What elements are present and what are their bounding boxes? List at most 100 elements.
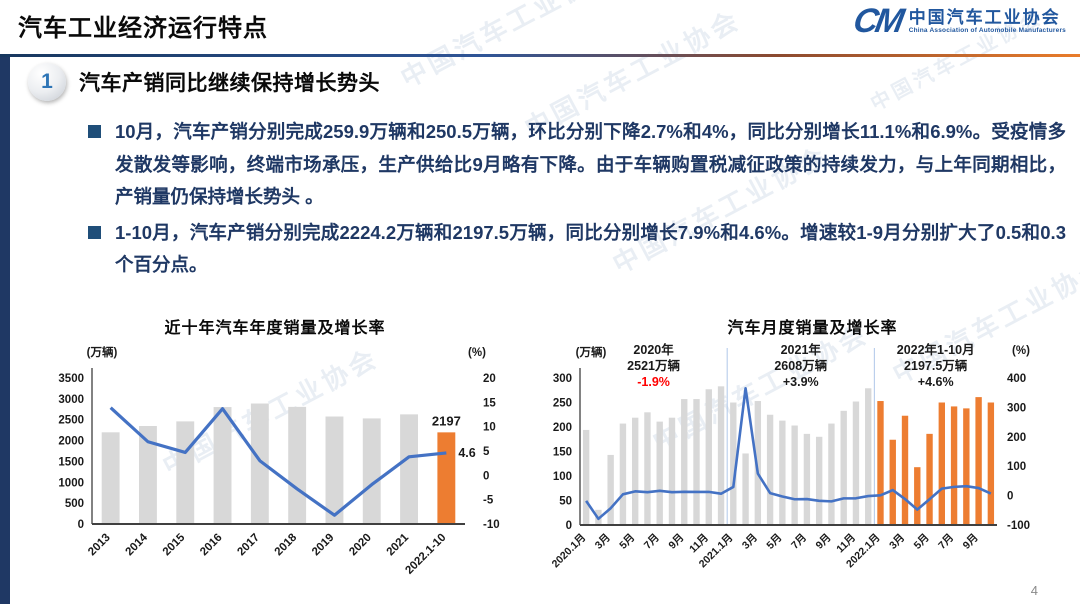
monthly-sales-chart: 0 50 100 150 200 250 300 -100 0 100 200 300 400 (万辆) (…	[545, 310, 1080, 604]
group-annotation: +4.6%	[918, 375, 954, 389]
sales-bar	[176, 421, 195, 524]
sales-bar	[963, 408, 970, 525]
logo-monogram-icon: CM	[850, 2, 905, 40]
right-axis-tick: 10	[483, 422, 496, 434]
group-annotation: +3.9%	[783, 375, 819, 389]
right-axis-tick: 5	[483, 446, 490, 458]
x-axis-label: 7月	[642, 532, 662, 552]
group-annotation: -1.9%	[637, 375, 670, 389]
x-axis-label: 5月	[617, 532, 637, 552]
sales-bar	[717, 386, 725, 525]
chart-title: 汽车月度销量及增长率	[727, 320, 898, 337]
page-title: 汽车工业经济运行特点	[18, 15, 268, 42]
monthly-sales-chart-canvas: 0 50 100 150 200 250 300 -100 0 100 200 300 400 (万辆) (…	[550, 342, 1030, 571]
growth-line	[109, 406, 447, 517]
bullet-marker-icon	[88, 125, 101, 138]
section-title: 汽车产销同比继续保持增长势头	[79, 72, 380, 95]
x-axis-label: 3月	[740, 532, 760, 552]
sales-bar	[705, 389, 712, 525]
sales-bar	[803, 433, 811, 525]
sales-bar	[987, 402, 995, 525]
left-axis-tick: 500	[65, 498, 84, 510]
bullet-text: 10月，汽车产销分别完成259.9万辆和250.5万辆，环比分别下降2.7%和4…	[115, 121, 1066, 208]
left-axis-tick: 3500	[58, 373, 84, 385]
annual-sales-chart: 0 500 1000 1500 2000 2500 3000 3500 -10 -5 0 5 10 15 2…	[40, 310, 530, 604]
group-annotation: 2022年1-10月	[897, 342, 975, 357]
x-axis-label: 7月	[789, 532, 809, 552]
left-axis-tick: 50	[559, 496, 572, 508]
sales-bar	[926, 433, 933, 525]
x-axis-label: 9月	[814, 532, 834, 552]
sales-bar	[582, 429, 590, 525]
group-annotation: 2021年	[781, 342, 822, 357]
left-axis-tick: 0	[78, 519, 84, 531]
right-axis-tick: 0	[483, 470, 489, 482]
sales-bar	[400, 414, 419, 524]
right-axis-tick: -5	[483, 495, 494, 507]
sales-bar	[681, 399, 688, 525]
right-axis-tick: 200	[1007, 432, 1026, 444]
group-annotation: 2020年	[633, 342, 674, 357]
sales-bar	[619, 423, 627, 525]
left-axis-unit: (万辆)	[576, 345, 607, 359]
left-axis-tick: 100	[553, 471, 572, 483]
sales-bar	[914, 467, 921, 525]
bullet-list: 10月，汽车产销分别完成259.9万辆和250.5万辆，环比分别下降2.7%和4…	[88, 116, 1066, 282]
x-axis-label: 3月	[593, 532, 613, 552]
right-axis-tick: 300	[1007, 402, 1026, 414]
logo-org-name-en: China Association of Automobile Manufact…	[908, 27, 1066, 35]
right-axis-tick: 100	[1007, 461, 1026, 473]
x-axis-label: 2016	[198, 532, 225, 559]
x-axis-label: 2018	[273, 531, 300, 558]
right-axis-tick: 15	[483, 397, 496, 409]
x-axis-label: 9月	[666, 532, 686, 552]
x-axis-label: 2014	[123, 531, 150, 558]
x-axis-label: 2015	[161, 531, 188, 558]
sales-bar	[288, 406, 307, 524]
list-item: 10月，汽车产销分别完成259.9万辆和250.5万辆，环比分别下降2.7%和4…	[88, 116, 1066, 214]
group-annotation: 2197.5万辆	[904, 358, 968, 373]
sales-bar	[877, 401, 884, 525]
logo-org-name-cn: 中国汽车工业协会	[908, 7, 1061, 27]
x-axis-label: 5月	[764, 532, 784, 552]
sales-bar	[975, 397, 982, 525]
right-axis-tick: -100	[1007, 520, 1030, 532]
x-axis-label: 2017	[235, 532, 262, 559]
sales-bar	[938, 402, 945, 525]
x-axis-label: 2020	[347, 532, 374, 559]
x-axis-label: 2013	[86, 532, 113, 559]
right-axis-tick: -10	[483, 519, 500, 531]
x-axis-label: 7月	[936, 532, 956, 552]
sales-bar	[779, 420, 786, 525]
sales-bar	[815, 436, 823, 525]
header-divider	[0, 54, 1080, 57]
x-axis-label: 2019	[310, 532, 337, 559]
sales-bar	[101, 432, 120, 524]
group-annotation: 2608万辆	[774, 358, 827, 373]
sales-bar	[754, 401, 762, 525]
sales-bar	[644, 412, 651, 525]
sales-bar	[950, 406, 958, 525]
watermark: 中国汽车工业协会	[395, 0, 622, 94]
left-axis-tick: 2500	[58, 415, 84, 427]
x-axis-label: 2020.1月	[550, 532, 589, 571]
line-value-label: 4.6	[458, 446, 475, 460]
sales-bar	[437, 432, 456, 524]
left-axis-tick: 3000	[58, 394, 84, 406]
sales-bar	[840, 410, 847, 525]
left-axis-tick: 300	[553, 373, 572, 385]
sales-bar	[632, 417, 639, 525]
sales-bar	[607, 454, 614, 525]
left-axis-tick: 0	[566, 520, 572, 532]
bullet-text: 1-10月，汽车产销分别完成2224.2万辆和2197.5万辆，同比分别增长7.…	[115, 221, 1066, 276]
bar-value-label: 2197	[432, 413, 461, 428]
page-number: 4	[1030, 583, 1038, 598]
growth-line	[585, 386, 992, 521]
sales-bar	[901, 415, 909, 525]
right-axis-tick: 0	[1007, 491, 1013, 503]
left-axis-tick: 200	[553, 422, 572, 434]
org-logo: CM 中国汽车工业协会 China Association of Automob…	[850, 2, 1066, 40]
bullet-marker-icon	[88, 225, 101, 239]
left-accent-stripe	[0, 57, 10, 604]
